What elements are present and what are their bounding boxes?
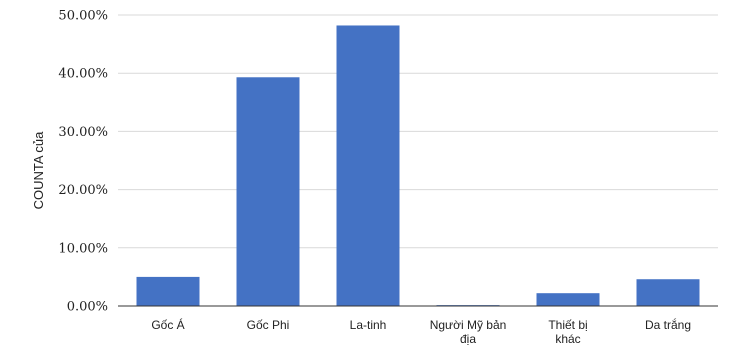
x-category-label: Người Mỹ bản địa <box>430 318 507 346</box>
x-category-label: Thiết bị khác <box>548 318 587 346</box>
bars <box>136 25 700 306</box>
bar-2 <box>236 77 300 306</box>
bar-5 <box>536 293 600 306</box>
x-category-label: Da trắng <box>645 317 691 332</box>
y-axis-tick-labels: 0.00% 10.00% 20.00% 30.00% 40.00% 50.00% <box>58 9 108 315</box>
bar-6 <box>636 279 700 306</box>
y-tick-label: 20.00% <box>58 183 108 198</box>
gridlines <box>118 14 718 249</box>
y-tick-label: 30.00% <box>58 125 108 140</box>
x-axis-category-labels: Gốc Á Gốc Phi La-tinh Người Mỹ bản địa Thiết … <box>151 317 691 346</box>
x-category-label: Gốc Á <box>151 317 184 332</box>
y-tick-label: 50.00% <box>58 9 108 24</box>
y-axis-title: COUNTA của <box>31 131 46 210</box>
x-category-label: La-tinh <box>350 318 387 332</box>
y-tick-label: 40.00% <box>58 67 108 82</box>
bar-3 <box>336 25 400 306</box>
y-tick-label: 0.00% <box>67 300 108 315</box>
bar-1 <box>136 276 200 306</box>
x-category-label: Gốc Phi <box>247 318 290 332</box>
y-tick-label: 10.00% <box>58 241 108 256</box>
